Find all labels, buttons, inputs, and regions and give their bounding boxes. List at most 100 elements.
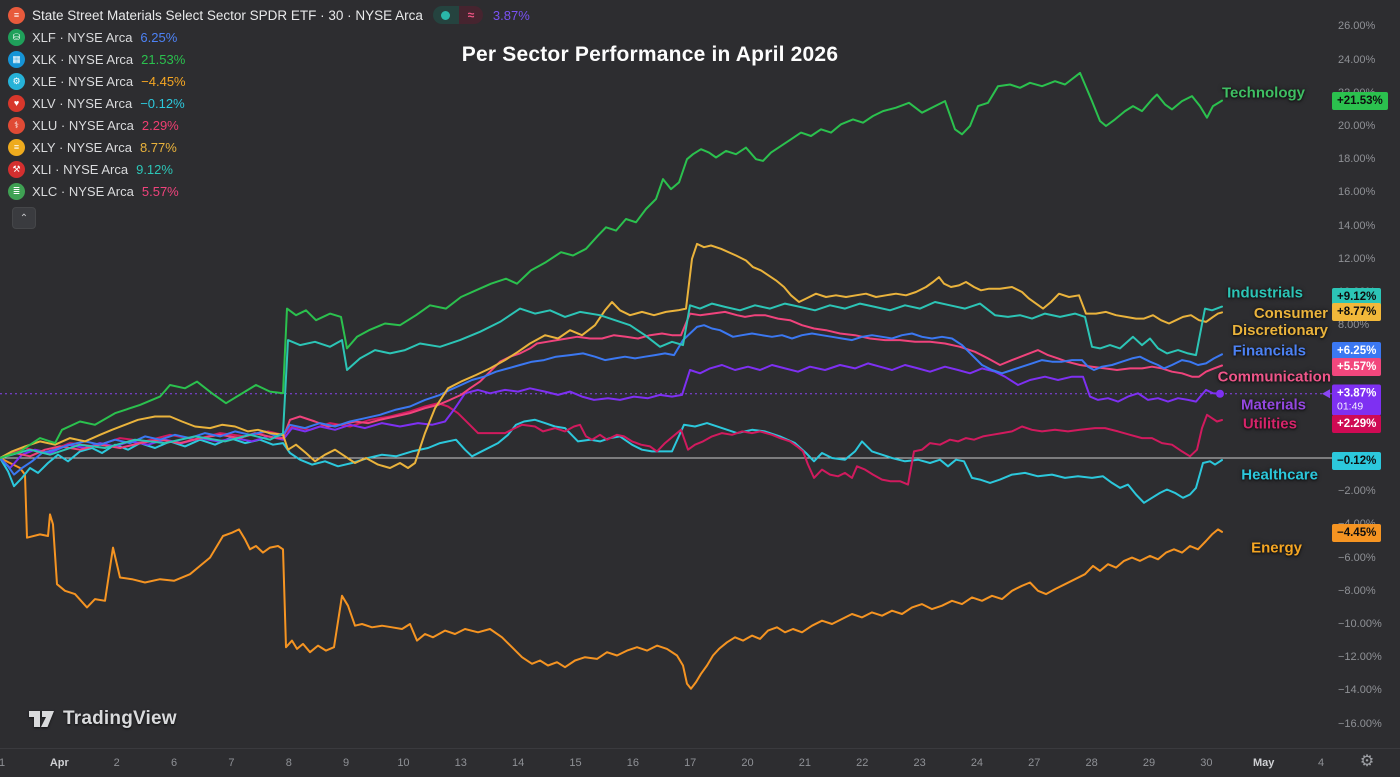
series-last-point-dot <box>1216 389 1224 398</box>
price-badge-8.77: +8.77% <box>1332 303 1382 321</box>
price-badge-21.53: +21.53% <box>1332 92 1388 110</box>
price-axis-label: 16.00% <box>1338 186 1376 199</box>
price-axis-label: 12.00% <box>1338 252 1376 265</box>
legend-item-XLE[interactable]: ⚙ XLE · NYSE Arca −4.45% <box>8 70 530 92</box>
time-axis-label: Apr <box>49 757 69 769</box>
time-axis[interactable]: 1 Apr 2 6 7 8 9 10 13 14 15 16 17 20 21 22 23 24 27 28 29 30 M… <box>0 748 1400 777</box>
sector-label-materials: Materials <box>1240 396 1306 414</box>
legend-item-label[interactable]: XLK · NYSE Arca <box>32 51 134 67</box>
sector-label-healthcare: Healthcare <box>1241 466 1318 484</box>
series-line-utilities <box>0 402 1223 486</box>
price-axis-label: −10.00% <box>1338 618 1382 630</box>
series-line-materials <box>0 362 1221 469</box>
price-chart-plot[interactable] <box>0 0 1332 748</box>
legend-item-value: −0.12% <box>140 95 185 111</box>
price-axis-label: 26.00% <box>1338 20 1376 33</box>
legend-item-XLC[interactable]: ≣ XLC · NYSE Arca 5.57% <box>8 180 530 202</box>
main-symbol-value: 3.87% <box>492 7 530 23</box>
legend-item-value: 5.57% <box>141 183 179 199</box>
legend-item-label[interactable]: XLU · NYSE Arca <box>32 117 134 133</box>
legend-item-label[interactable]: XLE · NYSE Arca <box>32 73 134 89</box>
legend-collapse-button[interactable]: ⌃ <box>12 207 36 229</box>
price-axis-label: 18.00% <box>1338 153 1376 166</box>
time-axis-label: May <box>1252 757 1275 769</box>
time-axis-label: 28 <box>1085 757 1098 769</box>
legend-item-label[interactable]: XLF · NYSE Arca <box>32 29 133 45</box>
axis-settings-gear-icon[interactable]: ⚙ <box>1359 753 1375 770</box>
legend-item-XLK[interactable]: ▦ XLK · NYSE Arca 21.53% <box>8 48 530 70</box>
series-line-consumer <box>0 242 1223 469</box>
market-open-dot-icon[interactable] <box>432 6 459 24</box>
legend-item-XLV[interactable]: ♥ XLV · NYSE Arca −0.12% <box>8 92 530 114</box>
price-axis-label: 14.00% <box>1338 219 1376 232</box>
approx-flag-icon[interactable]: ≈ <box>458 6 483 24</box>
legend-item-XLU[interactable]: ⚕ XLU · NYSE Arca 2.29% <box>8 114 530 136</box>
legend-item-label[interactable]: XLC · NYSE Arca <box>32 183 134 199</box>
sector-label-consumer: Consumer Discretionary <box>1232 305 1328 339</box>
time-axis-label: 22 <box>856 757 869 769</box>
xli-icon: ⚒ <box>8 160 25 178</box>
price-axis-label: −14.00% <box>1338 684 1382 697</box>
price-axis-label: 20.00% <box>1338 120 1376 132</box>
time-axis-label: 1 <box>0 757 6 769</box>
time-axis-label: 21 <box>798 757 812 769</box>
legend-item-label[interactable]: XLI · NYSE Arca <box>32 161 129 177</box>
legend-item-XLF[interactable]: ⛁ XLF · NYSE Arca 6.25% <box>8 26 530 48</box>
xly-icon: ≡ <box>8 138 25 156</box>
time-axis-label: 9 <box>343 757 350 769</box>
chart-title: Per Sector Performance in April 2026 <box>461 43 839 66</box>
xlf-icon: ⛁ <box>8 28 25 46</box>
series-line-healthcare <box>0 418 1223 504</box>
legend-item-label[interactable]: XLY · NYSE Arca <box>32 139 132 155</box>
price-axis-label: −6.00% <box>1338 551 1376 564</box>
xlc-icon: ≣ <box>8 182 25 200</box>
time-axis-label: 7 <box>228 757 235 769</box>
price-badge-0.12: −0.12% <box>1332 452 1382 470</box>
time-axis-label: 8 <box>285 757 292 769</box>
main-symbol-title[interactable]: State Street Materials Select Sector SPD… <box>32 7 423 23</box>
xlv-icon: ♥ <box>8 94 25 112</box>
legend-item-value: 8.77% <box>139 139 177 155</box>
sector-label-technology: Technology <box>1221 84 1305 102</box>
time-axis-label: 24 <box>970 757 984 769</box>
legend-item-XLI[interactable]: ⚒ XLI · NYSE Arca 9.12% <box>8 158 530 180</box>
time-axis-label: 20 <box>741 757 754 769</box>
sector-label-industrials: Industrials <box>1227 284 1303 302</box>
time-axis-label: 14 <box>512 757 525 769</box>
price-badge-2.29: +2.29% <box>1332 415 1382 433</box>
market-status-pill[interactable]: ≈ <box>432 6 483 24</box>
series-line-energy <box>0 457 1223 690</box>
price-axis-label: 8.00% <box>1338 319 1370 332</box>
sector-label-utilities: Utilities <box>1242 415 1297 433</box>
tradingview-logo[interactable]: TradingView <box>28 707 177 731</box>
tradingview-logo-text: TradingView <box>63 708 177 729</box>
main-symbol-icon: ≡ <box>8 6 25 24</box>
sector-label-communication: Communication <box>1217 368 1331 386</box>
legend-item-value: 6.25% <box>140 29 178 45</box>
time-axis-label: 15 <box>569 757 582 769</box>
price-line-arrow-icon <box>1322 389 1330 399</box>
legend-item-value: 21.53% <box>141 51 186 67</box>
series-line-industrials <box>0 301 1223 459</box>
price-axis-label: −8.00% <box>1338 584 1376 597</box>
legend-item-label[interactable]: XLV · NYSE Arca <box>32 95 133 111</box>
xle-icon: ⚙ <box>8 72 25 90</box>
price-badge-3.87: +3.87% 01:49 <box>1332 384 1382 416</box>
time-axis-label: 10 <box>397 757 410 769</box>
time-axis-label: 6 <box>170 757 178 769</box>
price-axis[interactable]: 26.00%24.00%22.00%20.00%18.00%16.00%14.0… <box>1332 0 1400 748</box>
price-badge-9.12: +9.12% <box>1332 288 1382 306</box>
series-line-technology <box>0 71 1223 459</box>
price-axis-label: −12.00% <box>1338 651 1382 664</box>
legend-item-XLY[interactable]: ≡ XLY · NYSE Arca 8.77% <box>8 136 530 158</box>
price-badge-4.45: −4.45% <box>1332 524 1382 542</box>
time-axis-label: 13 <box>454 757 467 769</box>
symbol-legend: ≡ State Street Materials Select Sector S… <box>8 4 530 202</box>
main-symbol-row[interactable]: ≡ State Street Materials Select Sector S… <box>8 4 530 26</box>
legend-item-value: 2.29% <box>141 117 179 133</box>
time-axis-label: 16 <box>626 757 639 769</box>
time-axis-label: 23 <box>913 757 926 769</box>
price-badge-6.25: +6.25% <box>1332 342 1382 360</box>
price-axis-label: 24.00% <box>1338 53 1376 66</box>
